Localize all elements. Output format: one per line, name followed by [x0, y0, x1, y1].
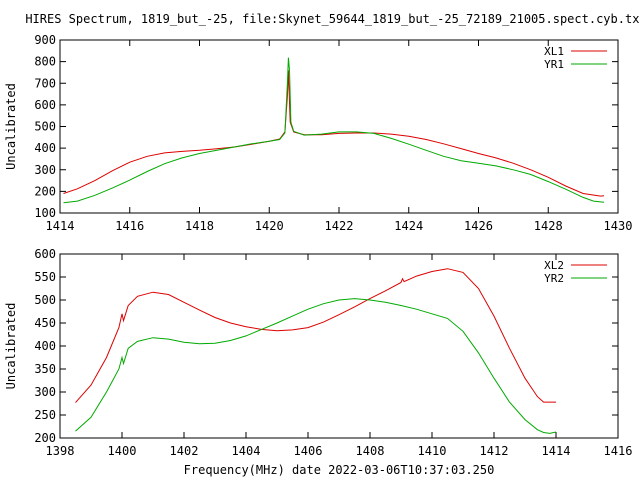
y-tick-label: 500: [34, 120, 56, 134]
legend-label-yr2: YR2: [544, 272, 564, 285]
series-line-yr1: [63, 57, 605, 204]
x-tick-label: 1408: [356, 444, 385, 458]
x-tick-label: 1412: [480, 444, 509, 458]
x-tick-label: 1416: [604, 444, 633, 458]
y-tick-label: 400: [34, 141, 56, 155]
x-tick-label: 1404: [232, 444, 261, 458]
y-tick-label: 300: [34, 385, 56, 399]
y-tick-label: 350: [34, 362, 56, 376]
legend-label-yr1: YR1: [544, 58, 564, 71]
y-tick-label: 100: [34, 206, 56, 220]
y-tick-label: 550: [34, 270, 56, 284]
x-tick-label: 1402: [170, 444, 199, 458]
x-tick-label: 1420: [255, 219, 284, 233]
y-tick-label: 500: [34, 293, 56, 307]
plot-top: 1414 1416 1418 1420 1422 1424 1426 1428 1430 100 2…: [4, 33, 632, 233]
y-tick-label: 700: [34, 76, 56, 90]
series-line-xl1: [63, 70, 605, 197]
series-line-yr2: [75, 298, 557, 434]
y-tick-label: 450: [34, 316, 56, 330]
plot-bottom: 1398 1400 1402 1404 1406 1408 1410 1412 1414 1416…: [4, 247, 632, 477]
x-tick-label: 1418: [185, 219, 214, 233]
x-tick-label: 1428: [534, 219, 563, 233]
figure-title: HIRES Spectrum, 1819_but_-25, file:Skyne…: [25, 12, 640, 26]
y-axis-label: Uncalibrated: [4, 303, 18, 390]
x-tick-label: 1406: [294, 444, 323, 458]
y-tick-label: 300: [34, 163, 56, 177]
x-tick-label: 1410: [418, 444, 447, 458]
legend-label-xl1: XL1: [544, 45, 564, 58]
legend-label-xl2: XL2: [544, 259, 564, 272]
plot-frame: [59, 39, 619, 214]
y-tick-label: 200: [34, 431, 56, 445]
x-tick-label: 1430: [604, 219, 633, 233]
y-tick-label: 800: [34, 55, 56, 69]
x-tick-label: 1424: [394, 219, 423, 233]
x-tick-label: 1400: [108, 444, 137, 458]
x-tick-label: 1426: [464, 219, 493, 233]
x-tick-label: 1414: [46, 219, 75, 233]
y-tick-label: 600: [34, 98, 56, 112]
series-line-xl2: [75, 268, 556, 403]
x-tick-label: 1416: [115, 219, 144, 233]
y-tick-label: 900: [34, 33, 56, 47]
x-tick-label: 1422: [325, 219, 354, 233]
y-tick-label: 250: [34, 408, 56, 422]
plot-frame: [59, 253, 619, 439]
x-tick-label: 1414: [542, 444, 571, 458]
y-tick-label: 200: [34, 184, 56, 198]
y-axis-label: Uncalibrated: [4, 83, 18, 170]
y-tick-label: 400: [34, 339, 56, 353]
x-axis-label: Frequency(MHz) date 2022-03-06T10:37:03.…: [184, 463, 495, 477]
y-tick-label: 600: [34, 247, 56, 261]
x-tick-label: 1398: [46, 444, 75, 458]
